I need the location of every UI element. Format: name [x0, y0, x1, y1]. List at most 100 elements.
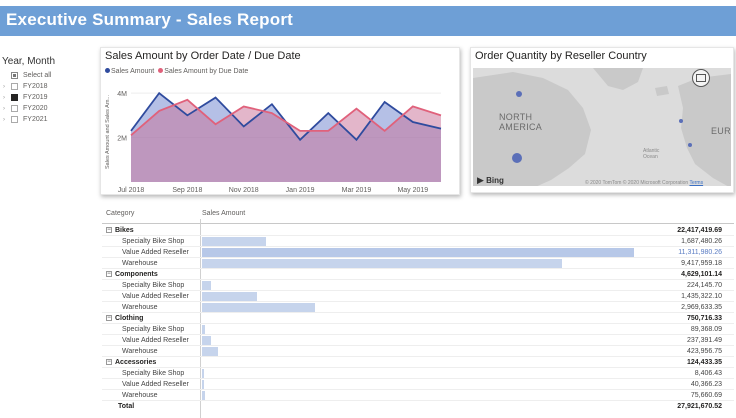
matrix-row[interactable]: Warehouse 75,660.69	[102, 390, 736, 401]
matrix-group-row[interactable]: − Components 4,629,101.14	[102, 269, 736, 280]
legend-dot-icon	[105, 68, 110, 73]
row-value: 8,406.43	[694, 370, 722, 377]
matrix-column-divider	[200, 219, 201, 418]
legend-item[interactable]: Sales Amount	[105, 68, 154, 75]
row-label: Value Added Reseller	[122, 249, 189, 256]
row-value: 40,366.23	[690, 381, 722, 388]
matrix-row[interactable]: Value Added Reseller 237,391.49	[102, 335, 736, 346]
y-tick-label: 4M	[117, 91, 127, 98]
matrix-row[interactable]: Warehouse 423,956.75	[102, 346, 736, 357]
y-axis-title: Sales Amount and Sales Am...	[105, 95, 111, 169]
row-divider	[102, 279, 734, 280]
map-bubble-north-1	[516, 91, 522, 97]
row-divider	[102, 378, 734, 379]
north-america-landmass	[473, 72, 591, 186]
line-chart-title: Sales Amount by Order Date / Due Date	[105, 50, 301, 62]
group-label: Components	[115, 271, 158, 278]
x-tick-label: Nov 2018	[229, 187, 259, 194]
row-divider	[102, 246, 734, 247]
map-label-europe: EURO	[711, 126, 731, 136]
matrix-row[interactable]: Specialty Bike Shop 8,406.43	[102, 368, 736, 379]
slicer-title: Year, Month	[2, 56, 56, 67]
series-line	[130, 98, 442, 137]
row-label: Warehouse	[122, 348, 158, 355]
matrix-header-sales[interactable]: Sales Amount	[202, 210, 246, 217]
row-divider	[102, 356, 734, 357]
map-terms-link[interactable]: Terms	[689, 180, 704, 186]
slicer-option[interactable]: › FY2018	[3, 81, 94, 92]
slicer-checkbox[interactable]	[11, 83, 18, 90]
slicer-checkbox[interactable]	[11, 105, 18, 112]
row-divider	[102, 290, 734, 291]
sales-matrix[interactable]: Category Sales Amount − Bikes 22,417,419.6…	[102, 205, 736, 418]
matrix-total-row[interactable]: Total 27,921,670.52	[102, 401, 736, 412]
data-bar	[202, 248, 634, 257]
map-bubble-europe-1	[679, 119, 683, 123]
row-value: 75,660.69	[690, 392, 722, 399]
reseller-map-card[interactable]: Order Quantity by Reseller Country NORTH…	[470, 47, 734, 193]
report-banner: Executive Summary - Sales Report	[0, 6, 736, 36]
slicer-checkbox[interactable]	[11, 116, 18, 123]
slicer-option[interactable]: › FY2021	[3, 114, 94, 125]
row-label: Specialty Bike Shop	[122, 370, 185, 377]
data-bar	[202, 237, 267, 246]
legend-label: Sales Amount	[111, 68, 155, 75]
row-divider	[102, 334, 734, 335]
matrix-row[interactable]: Value Added Reseller 1,435,322.10	[102, 291, 736, 302]
map-bubble-us	[512, 153, 522, 163]
collapse-icon[interactable]: −	[106, 271, 112, 278]
slicer-option[interactable]: › FY2020	[3, 103, 94, 114]
sales-line-chart-card[interactable]: Sales Amount by Order Date / Due Date Sa…	[100, 47, 460, 195]
matrix-group-cell: − Accessories	[106, 357, 156, 368]
matrix-header-category[interactable]: Category	[106, 210, 135, 217]
matrix-row[interactable]: Specialty Bike Shop 89,368.09	[102, 324, 736, 335]
row-value: 2,969,633.35	[681, 304, 722, 311]
chevron-right-icon[interactable]: ›	[3, 94, 5, 101]
legend-dot-icon	[158, 68, 164, 73]
x-tick-label: Sep 2018	[172, 187, 202, 194]
slicer-option[interactable]: Select all	[11, 70, 94, 81]
matrix-row[interactable]: Warehouse 2,969,633.35	[102, 302, 736, 313]
collapse-icon[interactable]: −	[106, 227, 112, 234]
group-label: Accessories	[115, 359, 157, 366]
legend-item[interactable]: Sales Amount by Due Date	[158, 68, 248, 75]
matrix-row[interactable]: Specialty Bike Shop 224,145.70	[102, 280, 736, 291]
slicer-checkbox[interactable]	[11, 72, 18, 79]
collapse-icon[interactable]: −	[106, 315, 112, 322]
map-label-north-america: NORTH AMERICA	[499, 112, 543, 132]
matrix-header-divider	[102, 223, 734, 224]
matrix-row[interactable]: Warehouse 9,417,959.18	[102, 258, 736, 269]
line-chart-plot[interactable]: 4M 2M Jul 2018 Sep 2018 Nov 2018 Jan 2019 Mar …	[101, 74, 459, 194]
chevron-right-icon[interactable]: ›	[3, 83, 5, 90]
chevron-right-icon[interactable]: ›	[3, 116, 5, 123]
chevron-right-icon[interactable]: ›	[3, 105, 5, 112]
report-title: Executive Summary - Sales Report	[6, 10, 294, 29]
matrix-row[interactable]: Specialty Bike Shop 1,687,480.26	[102, 236, 736, 247]
slicer-options: Select all › FY2018 › FY2019 › FY2020 › FY2021	[2, 70, 94, 125]
matrix-group-row[interactable]: − Accessories 124,433.35	[102, 357, 736, 368]
bing-logo: ▶ Bing	[477, 175, 504, 185]
data-bar	[202, 347, 219, 356]
slicer-option[interactable]: › FY2019	[3, 92, 94, 103]
map-land	[473, 68, 731, 186]
slicer-option-label: Select all	[23, 72, 52, 79]
matrix-group-row[interactable]: − Clothing 750,716.33	[102, 313, 736, 324]
map-focus-icon[interactable]	[692, 69, 710, 87]
slicer-checkbox[interactable]	[11, 94, 18, 101]
y-tick-label: 2M	[117, 136, 127, 143]
row-label: Specialty Bike Shop	[122, 282, 185, 289]
row-label: Warehouse	[122, 304, 158, 311]
data-bar	[202, 292, 257, 301]
collapse-icon[interactable]: −	[106, 359, 112, 366]
matrix-row[interactable]: Value Added Reseller 11,311,980.26	[102, 247, 736, 258]
matrix-row[interactable]: Value Added Reseller 40,366.23	[102, 379, 736, 390]
row-label: Value Added Reseller	[122, 293, 189, 300]
row-label: Warehouse	[122, 260, 158, 267]
legend-label: Sales Amount by Due Date	[164, 68, 249, 75]
map-label-ocean: Atlantic Ocean	[643, 148, 660, 160]
row-label: Warehouse	[122, 392, 158, 399]
map-title: Order Quantity by Reseller Country	[475, 50, 647, 62]
matrix-group-row[interactable]: − Bikes 22,417,419.69	[102, 225, 736, 236]
group-value: 124,433.35	[686, 359, 722, 366]
